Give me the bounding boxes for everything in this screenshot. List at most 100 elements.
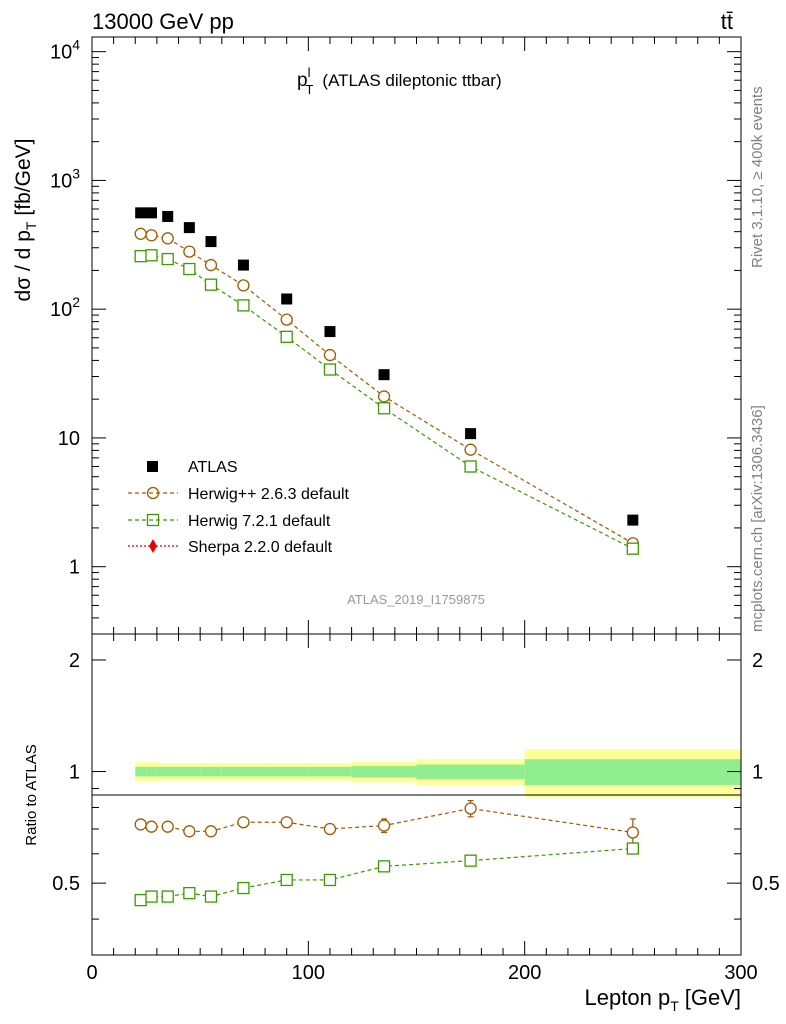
band-inner: [351, 766, 417, 778]
atlas-point: [205, 236, 217, 248]
ratio-y-axis-label: Ratio to ATLAS: [23, 744, 40, 845]
x-tick-label: 100: [292, 962, 325, 984]
herwigpp-point: [464, 443, 477, 456]
tick-base: 10: [50, 170, 72, 192]
herwigpp-ratio-point: [145, 820, 158, 833]
main-y-tick-label: 1: [69, 557, 80, 579]
main-y-tick-label: 10: [58, 428, 80, 450]
main-data-marks: [134, 207, 639, 555]
herwigpp-ratio-point: [134, 818, 147, 831]
x-axis-label-units: [GeV]: [685, 985, 741, 1010]
herwig7-point: [161, 252, 174, 266]
tick-base: 10: [50, 299, 72, 321]
ratio-plot-frame: [91, 633, 742, 956]
herwigpp-ratio-point: [183, 825, 196, 838]
plot-title-symbol: p: [297, 70, 308, 91]
band-inner: [221, 766, 266, 777]
x-tick-label: 0: [86, 962, 97, 984]
ratio-y-tick-label: 0.5: [52, 873, 80, 895]
herwigpp-ratio-point: [626, 826, 639, 839]
herwigpp-point: [145, 229, 158, 242]
herwig7-point: [134, 250, 147, 263]
legend-label-herwigpp: Herwig++ 2.6.3 default: [188, 486, 350, 503]
band-inner: [524, 759, 741, 785]
legend-marker-atlas: [147, 461, 158, 472]
atlas-point: [324, 326, 336, 338]
side-text-rivet: Rivet 3.1.10, ≥ 400k events: [749, 86, 766, 268]
ratio-axes: 0 100 200 300 0.5 0.5 1 1 2 2: [52, 634, 780, 984]
atlas-point: [162, 210, 174, 222]
band-inner: [156, 766, 179, 777]
herwig7-point: [280, 330, 293, 343]
tick-exponent: 4: [72, 37, 80, 53]
herwigpp-point: [204, 258, 218, 272]
ratio-y-tick-label-right: 0.5: [752, 873, 780, 895]
tick-exponent: 3: [72, 165, 80, 181]
atlas-point: [627, 514, 639, 526]
main-y-tick-label: 102: [50, 294, 80, 321]
y-axis-label-units: [fb/GeV]: [12, 139, 35, 216]
y-axis-label: dσ / d pT [fb/GeV]: [12, 139, 39, 302]
legend: ATLAS Herwig++ 2.6.3 default Herwig 7.2.…: [128, 459, 350, 556]
herwig7-ratio-point: [237, 881, 250, 895]
main-y-tick-label: 104: [50, 37, 80, 64]
process-label: tt̄: [721, 9, 733, 34]
band-inner: [200, 766, 222, 777]
tick-base: 10: [50, 42, 72, 64]
herwig7-line: [140, 254, 634, 550]
plot-title-sub: T: [305, 82, 313, 97]
atlas-point: [465, 428, 477, 440]
legend-entry-sherpa: Sherpa 2.2.0 default: [128, 539, 333, 556]
x-axis-label-sub: T: [670, 998, 679, 1014]
ratio-y-tick-label: 1: [69, 762, 80, 784]
legend-entry-herwigpp: Herwig++ 2.6.3 default: [128, 486, 350, 503]
ratio-y-tick-label-right: 1: [752, 762, 763, 784]
legend-label-herwig7: Herwig 7.2.1 default: [188, 513, 331, 530]
uncertainty-bands: [135, 749, 741, 798]
atlas-point: [135, 207, 147, 219]
herwigpp-point: [161, 232, 174, 245]
main-y-tick-label: 103: [50, 165, 80, 192]
herwigpp-ratio-point: [323, 822, 337, 836]
legend-entry-herwig7: Herwig 7.2.1 default: [128, 513, 331, 530]
band-inner: [416, 764, 525, 779]
herwigpp-point: [237, 279, 250, 292]
x-tick-label: 300: [724, 962, 757, 984]
x-axis-label-main: Lepton p: [585, 985, 671, 1010]
legend-label-atlas: ATLAS: [188, 459, 238, 476]
plot-title-rest: (ATLAS dileptonic ttbar): [322, 71, 501, 90]
herwig7-ratio-point: [323, 873, 337, 887]
y-axis-label-main: dσ / d p: [12, 230, 35, 301]
legend-marker-sherpa: [149, 539, 157, 553]
herwigpp-ratio-point: [377, 819, 391, 832]
atlas-point: [281, 293, 293, 305]
ratio-data-marks: [134, 799, 639, 907]
ratio-panel: 0 100 200 300 0.5 0.5 1 1 2 2 Ratio to ATLAS: [23, 633, 780, 984]
band-inner: [135, 766, 147, 777]
herwigpp-ratio-point: [237, 816, 250, 829]
herwigpp-point: [134, 227, 147, 240]
atlas-point: [378, 369, 390, 381]
herwigpp-point: [377, 390, 391, 403]
herwig7-ratio-point: [134, 893, 147, 907]
legend-label-sherpa: Sherpa 2.2.0 default: [188, 539, 333, 556]
atlas-point: [183, 222, 195, 234]
herwig7-point: [204, 278, 218, 291]
herwig7-point: [237, 299, 250, 312]
legend-marker-herwig7: [146, 513, 160, 527]
band-inner: [178, 766, 201, 777]
herwigpp-point: [323, 348, 337, 362]
legend-marker-herwigpp: [146, 486, 160, 500]
plot-title-sup: l: [308, 65, 311, 80]
herwig7-point: [145, 249, 158, 262]
band-inner: [146, 766, 157, 777]
herwig7-ratio-point: [204, 890, 218, 903]
herwig7-ratio-point: [145, 890, 158, 903]
herwigpp-ratio-point: [161, 820, 174, 833]
x-axis-label: Lepton pT [GeV]: [585, 985, 741, 1014]
legend-entry-atlas: ATLAS: [147, 459, 238, 476]
ratio-y-tick-label-right: 2: [752, 650, 763, 672]
herwig7-point: [626, 542, 639, 555]
